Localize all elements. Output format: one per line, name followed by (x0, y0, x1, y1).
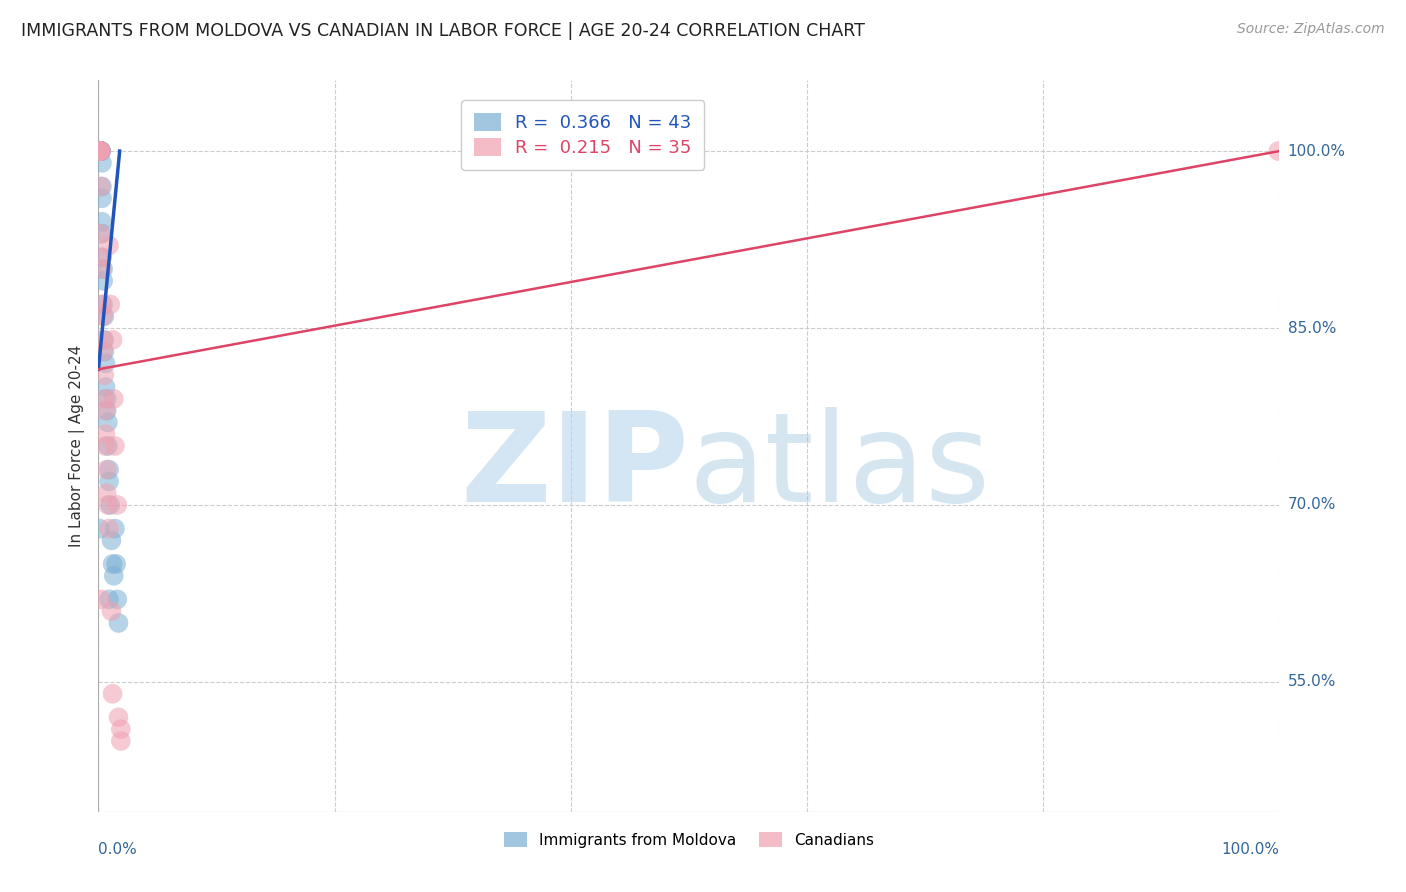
Point (89, 144, 111, 158)
Point (104, 439, 127, 453)
Point (93, 310, 115, 324)
Text: 100.0%: 100.0% (1222, 842, 1279, 857)
Point (89, 144, 111, 158)
Point (97, 416, 120, 430)
Point (91, 310, 114, 324)
Point (98, 297, 121, 311)
Point (98, 522, 121, 536)
Point (91, 262, 114, 277)
Text: 100.0%: 100.0% (1288, 144, 1346, 159)
Point (90, 144, 112, 158)
Point (91, 344, 114, 359)
Point (90, 144, 112, 158)
Text: 0.0%: 0.0% (98, 842, 138, 857)
Point (91, 297, 114, 311)
Point (96, 486, 118, 500)
Point (105, 557, 128, 571)
Point (91, 250, 114, 264)
Point (93, 392, 115, 406)
Point (91, 274, 114, 288)
Point (90, 227, 112, 241)
Point (105, 498, 128, 512)
Point (90, 179, 112, 194)
Point (89, 144, 111, 158)
Point (91, 227, 114, 241)
Point (89, 522, 111, 536)
Point (98, 592, 121, 607)
Point (107, 710, 129, 724)
Point (110, 722, 132, 736)
Text: 70.0%: 70.0% (1288, 498, 1336, 513)
Text: atlas: atlas (689, 408, 991, 528)
Point (91, 250, 114, 264)
Point (96, 403, 118, 417)
Text: Source: ZipAtlas.com: Source: ZipAtlas.com (1237, 22, 1385, 37)
Point (98, 498, 121, 512)
Point (93, 344, 115, 359)
Point (89, 144, 111, 158)
Point (90, 144, 112, 158)
Point (91, 333, 114, 347)
Point (93, 368, 115, 383)
Point (94, 403, 117, 417)
Point (91, 191, 114, 205)
Point (101, 333, 124, 347)
Text: 55.0%: 55.0% (1288, 674, 1336, 690)
Point (94, 439, 117, 453)
Point (107, 615, 129, 630)
Point (96, 392, 118, 406)
Legend: Immigrants from Moldova, Canadians: Immigrants from Moldova, Canadians (496, 824, 882, 855)
Point (98, 462, 121, 476)
Point (110, 734, 132, 748)
Point (90, 144, 112, 158)
Point (89, 144, 111, 158)
Point (91, 297, 114, 311)
Point (90, 592, 112, 607)
Text: IMMIGRANTS FROM MOLDOVA VS CANADIAN IN LABOR FORCE | AGE 20-24 CORRELATION CHART: IMMIGRANTS FROM MOLDOVA VS CANADIAN IN L… (21, 22, 865, 40)
Point (100, 533, 122, 548)
Point (103, 568, 125, 582)
Point (90, 144, 112, 158)
Point (90, 144, 112, 158)
Point (96, 462, 118, 476)
Point (91, 262, 114, 277)
Point (89, 144, 111, 158)
Point (105, 592, 128, 607)
Point (89, 144, 111, 158)
Point (91, 156, 114, 170)
Point (94, 380, 117, 394)
Text: ZIP: ZIP (460, 408, 689, 528)
Point (101, 557, 124, 571)
Point (94, 427, 117, 442)
Point (89, 144, 111, 158)
Point (100, 604, 122, 618)
Point (1267, 144, 1289, 158)
Point (103, 392, 125, 406)
Point (98, 238, 121, 252)
Point (90, 144, 112, 158)
Point (91, 215, 114, 229)
Text: 85.0%: 85.0% (1288, 320, 1336, 335)
Point (97, 498, 120, 512)
Point (93, 333, 115, 347)
Point (101, 687, 124, 701)
Point (90, 144, 112, 158)
Point (98, 475, 121, 489)
Point (97, 439, 120, 453)
Y-axis label: In Labor Force | Age 20-24: In Labor Force | Age 20-24 (69, 345, 84, 547)
Point (104, 522, 127, 536)
Point (91, 179, 114, 194)
Point (90, 144, 112, 158)
Point (94, 356, 117, 370)
Point (90, 144, 112, 158)
